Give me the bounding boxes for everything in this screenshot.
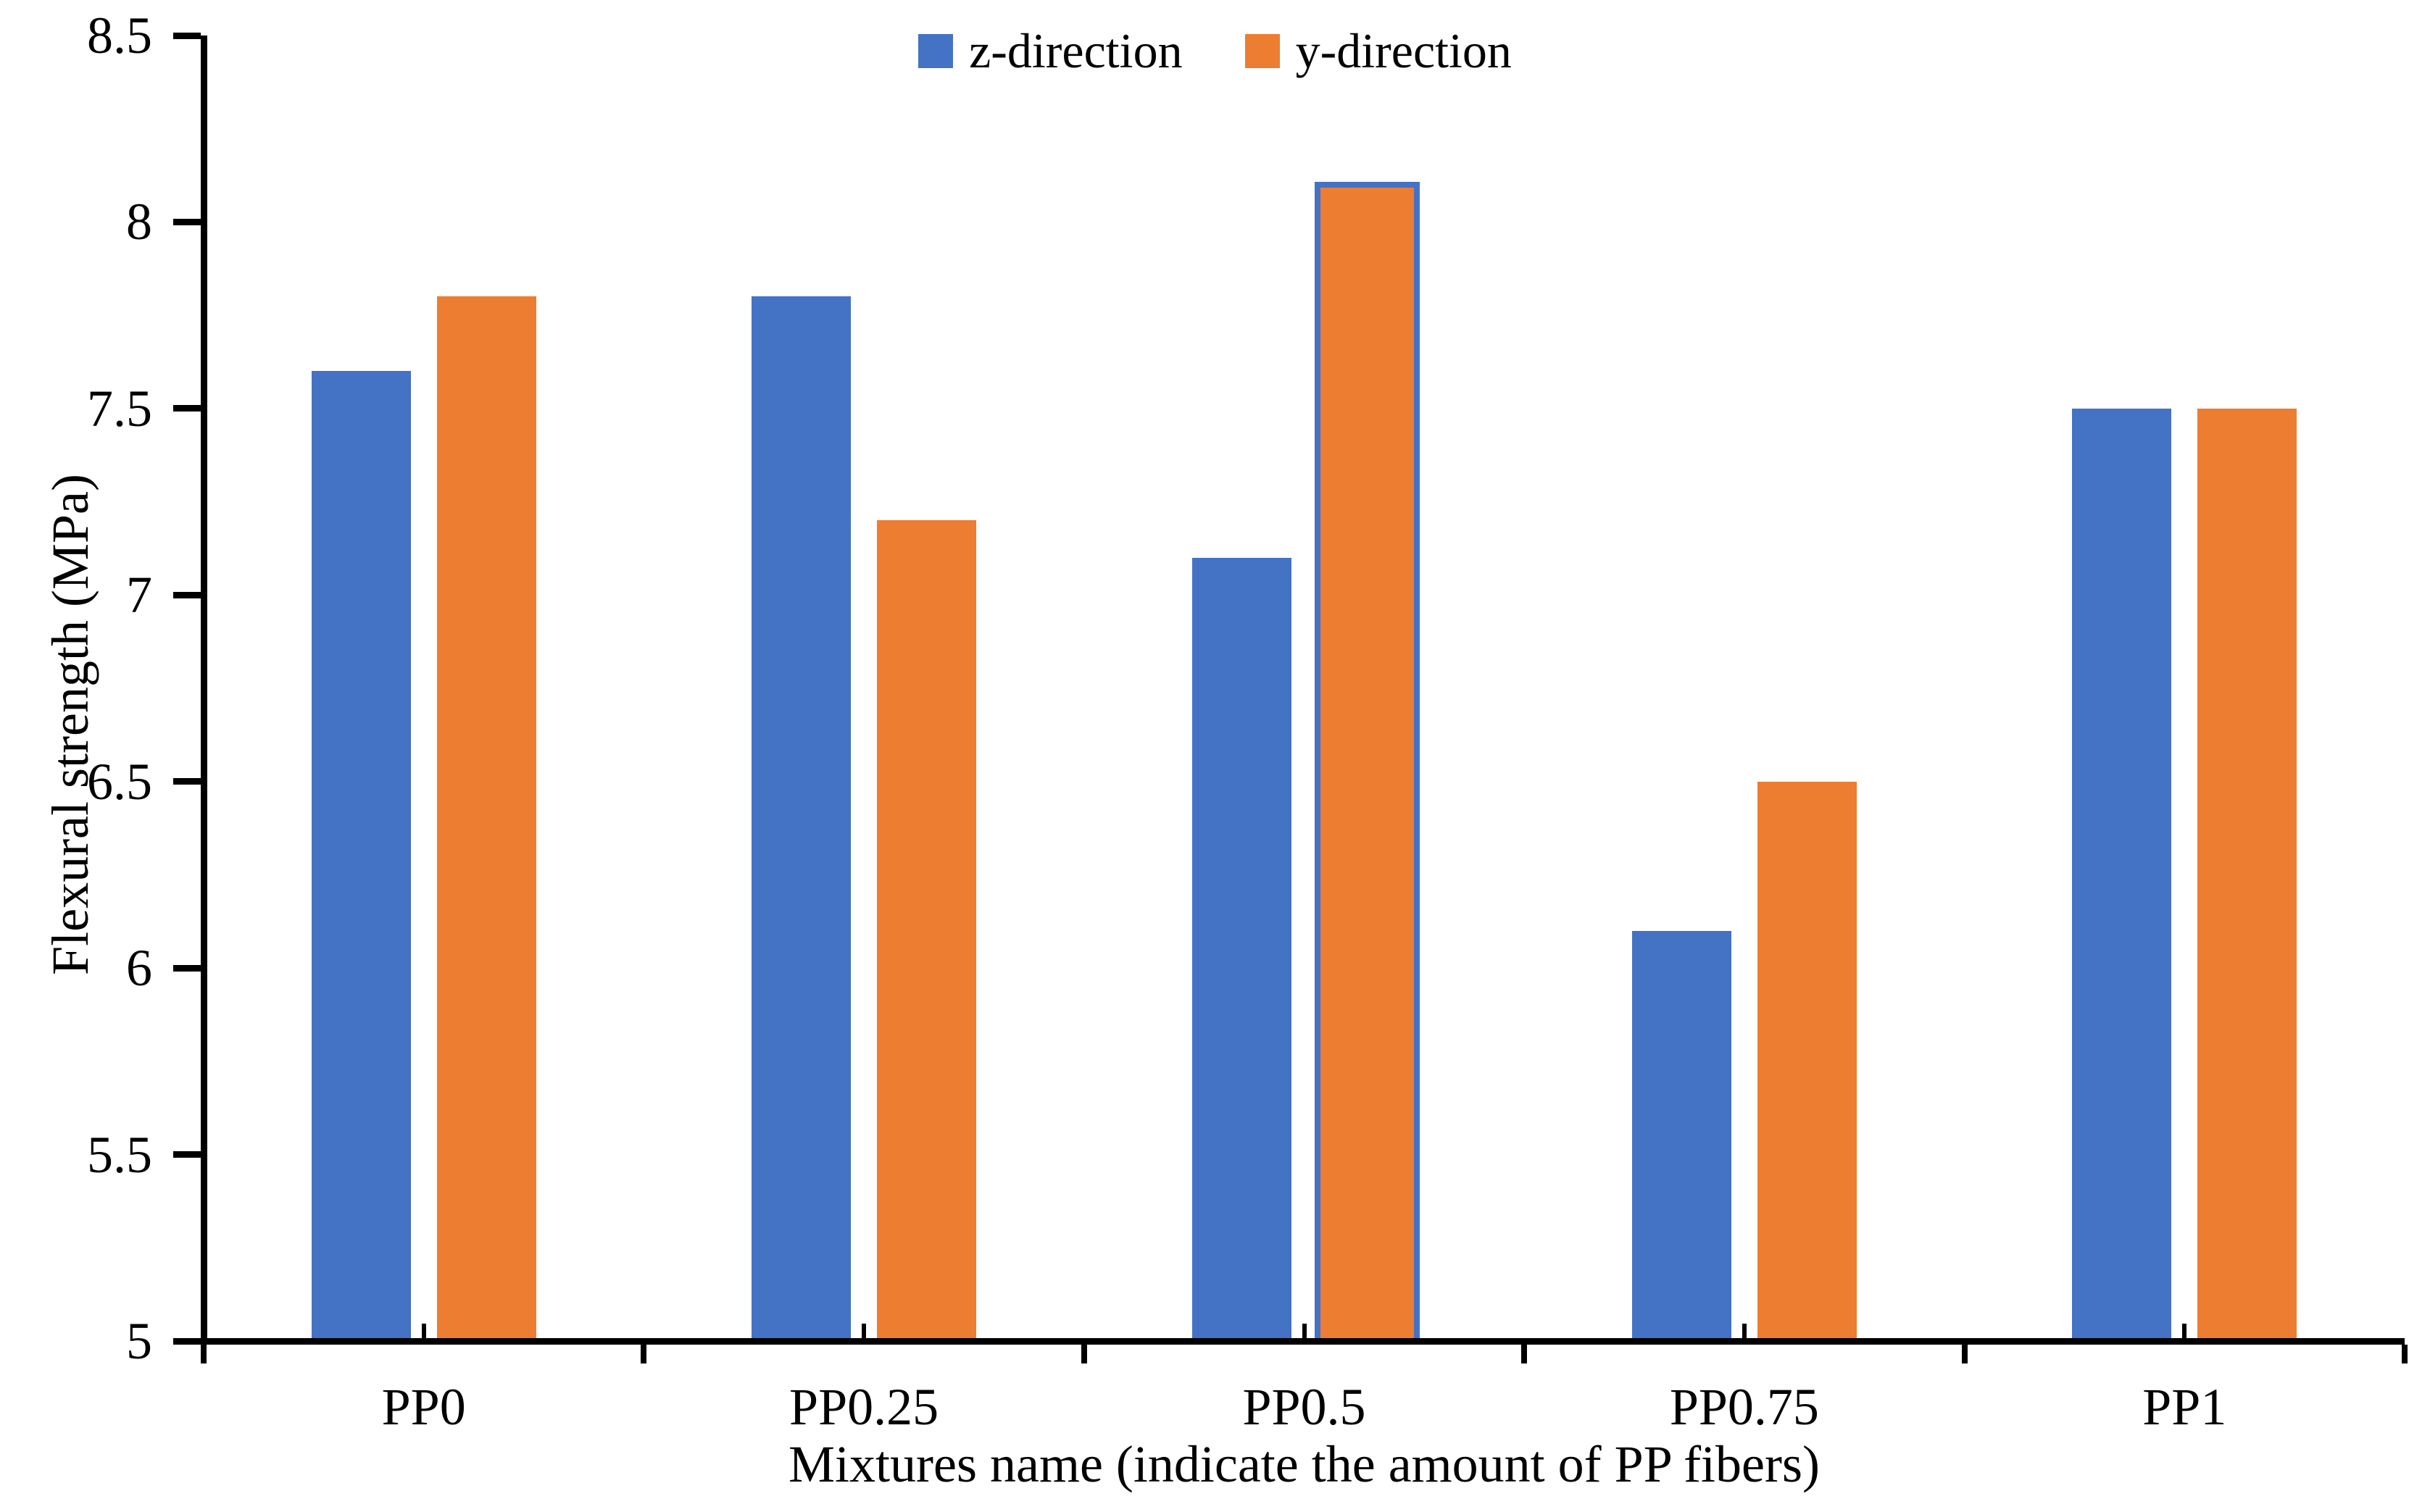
y-tick-mark <box>172 218 201 225</box>
y-tick-mark <box>172 1151 201 1158</box>
bar-y-direction-PP0 <box>436 296 536 1341</box>
y-tick-label: 5 <box>126 1312 152 1370</box>
y-tick-label: 8 <box>126 193 152 251</box>
legend-item-y-direction: y-direction <box>1244 23 1512 78</box>
y-tick-label: 7.5 <box>87 379 152 438</box>
x-axis-line <box>200 1337 2405 1345</box>
bar-z-direction-PP0 <box>311 371 411 1341</box>
bar-y-direction-PP0.5 <box>1314 181 1420 1344</box>
x-category-label-PP0.25: PP0.25 <box>789 1378 939 1436</box>
legend-label-y-direction: y-direction <box>1295 23 1512 78</box>
x-boundary-tick <box>2402 1344 2408 1363</box>
y-tick-label: 7 <box>126 566 152 625</box>
x-boundary-tick <box>641 1344 647 1363</box>
x-boundary-tick <box>201 1344 207 1363</box>
x-center-tick <box>1302 1323 1307 1338</box>
bar-z-direction-PP0.25 <box>752 296 852 1341</box>
x-boundary-tick <box>1961 1344 1968 1363</box>
bar-z-direction-PP1 <box>2072 408 2172 1341</box>
bar-y-direction-PP0.25 <box>877 520 977 1341</box>
y-tick-label: 8.5 <box>87 7 152 64</box>
x-axis-title: Mixtures name (indicate the amount of PP… <box>788 1435 1820 1493</box>
legend-swatch-z-direction-icon <box>918 33 954 68</box>
y-tick-mark <box>172 1337 201 1345</box>
y-tick-label: 6 <box>126 939 152 998</box>
y-tick-mark <box>172 405 201 412</box>
chart-legend: z-direction y-direction <box>0 26 2430 75</box>
x-center-tick <box>1742 1323 1747 1338</box>
y-tick-mark <box>172 778 201 785</box>
x-center-tick <box>421 1323 426 1338</box>
legend-item-z-direction: z-direction <box>918 26 1183 75</box>
bar-y-direction-PP0.75 <box>1757 781 1857 1341</box>
bar-y-direction-PP1 <box>2197 408 2297 1341</box>
y-tick-label: 6.5 <box>87 752 152 811</box>
y-axis-line <box>200 35 207 1345</box>
legend-swatch-y-direction-icon <box>1244 33 1280 68</box>
x-center-tick <box>862 1323 867 1338</box>
x-center-tick <box>2182 1323 2187 1338</box>
legend-label-z-direction: z-direction <box>969 23 1183 78</box>
bar-z-direction-PP0.75 <box>1631 930 1731 1341</box>
x-category-label-PP0.5: PP0.5 <box>1242 1378 1366 1436</box>
x-boundary-tick <box>1081 1344 1087 1363</box>
bar-z-direction-PP0.5 <box>1191 557 1291 1341</box>
x-category-label-PP0.75: PP0.75 <box>1669 1378 1819 1436</box>
y-tick-mark <box>172 591 201 598</box>
x-boundary-tick <box>1521 1344 1528 1363</box>
x-category-label-PP1: PP1 <box>2142 1378 2227 1436</box>
y-tick-mark <box>172 32 201 39</box>
y-tick-label: 5.5 <box>87 1125 152 1184</box>
y-tick-mark <box>172 964 201 972</box>
x-category-label-PP0: PP0 <box>381 1378 466 1436</box>
